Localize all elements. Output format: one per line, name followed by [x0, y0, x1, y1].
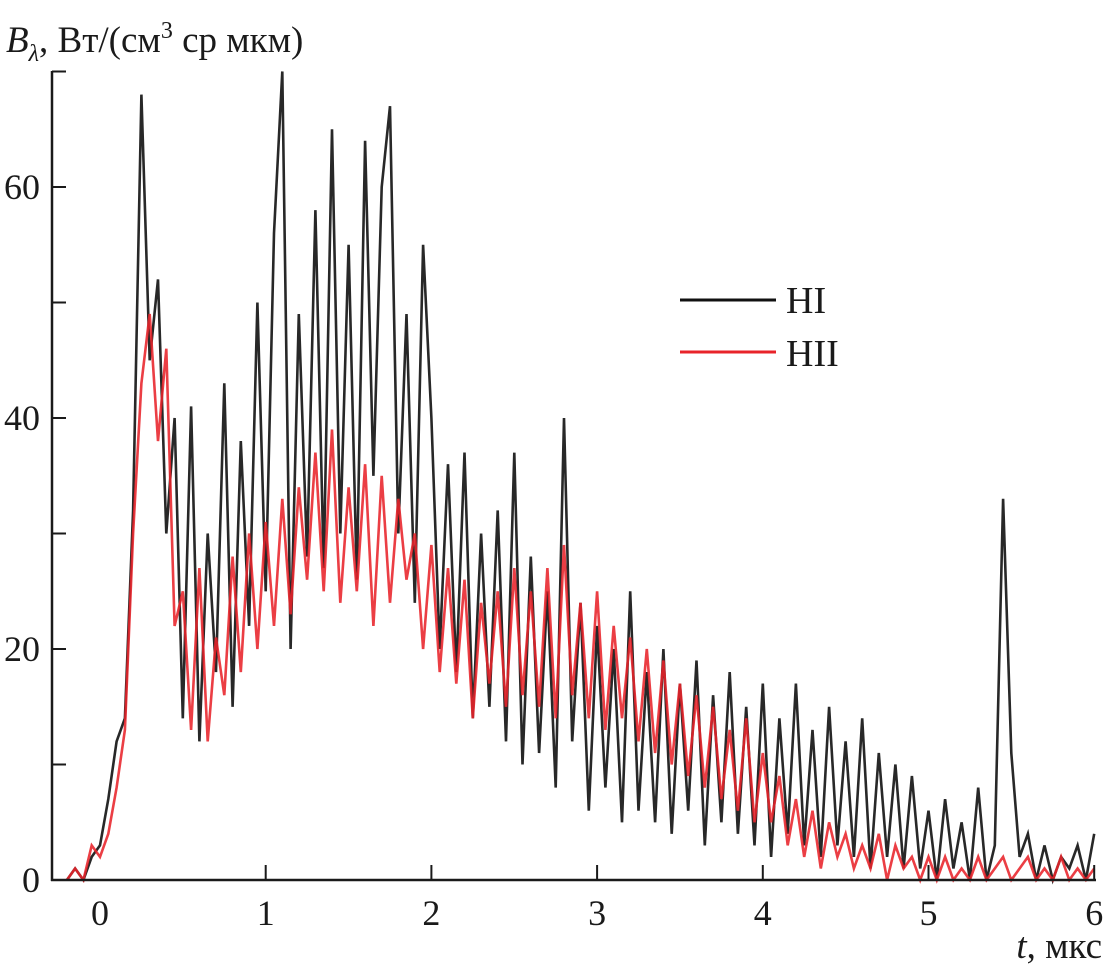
y-tick-label: 20 [4, 629, 40, 669]
y-tick-label: 0 [22, 860, 40, 900]
y-tick-label: 40 [4, 398, 40, 438]
y-tick-label: 60 [4, 167, 40, 207]
legend: HI HII [680, 280, 839, 375]
series-line-hii [65, 313, 1096, 884]
series-line-hi [65, 71, 1096, 885]
x-tick-label: 6 [1085, 893, 1103, 933]
x-tick-label: 5 [920, 893, 938, 933]
x-tick-label: 1 [257, 893, 275, 933]
x-axis-label: t, мкс [1016, 926, 1102, 967]
legend-label-hii: HII [786, 333, 839, 375]
series-layer [65, 71, 1096, 885]
x-tick-label: 4 [754, 893, 772, 933]
y-axis-label: Bλ, Вт/(см3 ср мкм) [6, 18, 303, 67]
ticks-layer: 0 20 40 60 0 1 2 3 4 5 6 [4, 70, 1103, 933]
x-tick-label: 3 [588, 893, 606, 933]
legend-label-hi: HI [786, 280, 826, 322]
axes-layer [50, 71, 1096, 882]
x-tick-label: 2 [422, 893, 440, 933]
x-tick-label: 0 [91, 893, 109, 933]
